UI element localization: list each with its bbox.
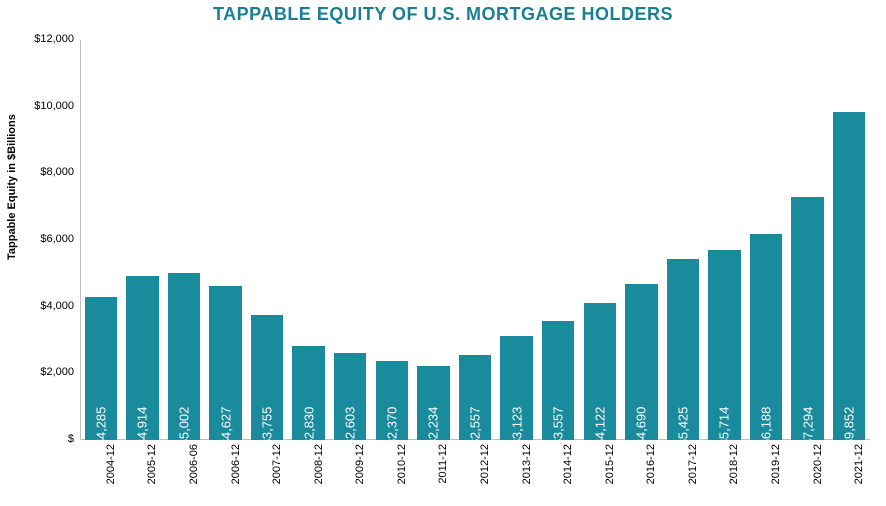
bar-value-label: $4,627 bbox=[218, 407, 233, 447]
x-tick-label: 2009-12 bbox=[354, 444, 366, 484]
x-tick-label: 2021-12 bbox=[853, 444, 865, 484]
y-tick-label: $4,000 bbox=[22, 300, 74, 312]
bar-value-label: $2,603 bbox=[343, 407, 358, 447]
bar: $4,122 bbox=[584, 303, 616, 440]
bar: $2,234 bbox=[417, 366, 449, 440]
y-axis-title: Tappable Equity in $Billions bbox=[6, 114, 18, 260]
x-axis-labels: 2004-12 2005-12 2006-06 2006-12 2007-12 2008-… bbox=[80, 444, 870, 504]
bar: $7,294 bbox=[791, 197, 823, 440]
bar: $3,123 bbox=[500, 336, 532, 440]
bar: $3,755 bbox=[251, 315, 283, 440]
bar: $5,425 bbox=[667, 259, 699, 440]
bar-value-label: $3,755 bbox=[260, 407, 275, 447]
bar: $3,557 bbox=[542, 321, 574, 440]
x-tick-label: 2017-12 bbox=[687, 444, 699, 484]
y-tick-label: $12,000 bbox=[22, 33, 74, 45]
x-tick-label: 2008-12 bbox=[313, 444, 325, 484]
bar-value-label: $2,557 bbox=[467, 407, 482, 447]
x-tick-label: 2014-12 bbox=[562, 444, 574, 484]
x-tick-label: 2005-12 bbox=[146, 444, 158, 484]
bar-value-label: $2,370 bbox=[384, 407, 399, 447]
bar-value-label: $2,830 bbox=[301, 407, 316, 447]
x-tick-label: 2007-12 bbox=[271, 444, 283, 484]
x-tick-label: 2006-12 bbox=[230, 444, 242, 484]
x-tick-label: 2015-12 bbox=[604, 444, 616, 484]
bar-value-label: $5,002 bbox=[176, 407, 191, 447]
bar: $2,830 bbox=[292, 346, 324, 440]
bar: $2,603 bbox=[334, 353, 366, 440]
bars-container: $4,285 $4,914 $5,002 $4,627 $3,755 $2,830 $2,6… bbox=[80, 40, 870, 440]
bar-value-label: $4,285 bbox=[93, 407, 108, 447]
x-tick-label: 2006-06 bbox=[188, 444, 200, 484]
bar-value-label: $7,294 bbox=[800, 407, 815, 447]
bar-value-label: $2,234 bbox=[426, 407, 441, 447]
y-tick-label: $6,000 bbox=[22, 233, 74, 245]
bar: $4,914 bbox=[126, 276, 158, 440]
bar-value-label: $4,914 bbox=[135, 407, 150, 447]
x-tick-label: 2004-12 bbox=[105, 444, 117, 484]
x-tick-label: 2012-12 bbox=[479, 444, 491, 484]
bar: $4,627 bbox=[209, 286, 241, 440]
bar: $5,002 bbox=[168, 273, 200, 440]
bar-value-label: $3,123 bbox=[509, 407, 524, 447]
bar: $2,557 bbox=[459, 355, 491, 440]
x-tick-label: 2019-12 bbox=[770, 444, 782, 484]
chart-title: TAPPABLE EQUITY OF U.S. MORTGAGE HOLDERS bbox=[0, 4, 886, 25]
y-tick-label: $8,000 bbox=[22, 166, 74, 178]
y-tick-label: $2,000 bbox=[22, 366, 74, 378]
y-tick-label: $10,000 bbox=[22, 100, 74, 112]
x-tick-label: 2010-12 bbox=[396, 444, 408, 484]
bar: $4,285 bbox=[85, 297, 117, 440]
bar-value-label: $4,122 bbox=[592, 407, 607, 447]
bar-value-label: $3,557 bbox=[551, 407, 566, 447]
x-tick-label: 2016-12 bbox=[645, 444, 657, 484]
x-tick-label: 2018-12 bbox=[728, 444, 740, 484]
x-tick-label: 2020-12 bbox=[812, 444, 824, 484]
bar: $6,188 bbox=[750, 234, 782, 440]
bar: $5,714 bbox=[708, 250, 740, 440]
bar: $9,852 bbox=[833, 112, 865, 440]
bar: $2,370 bbox=[376, 361, 408, 440]
bar-value-label: $6,188 bbox=[759, 407, 774, 447]
x-tick-label: 2011-12 bbox=[437, 444, 449, 484]
bar-value-label: $4,690 bbox=[634, 407, 649, 447]
bar-value-label: $9,852 bbox=[842, 407, 857, 447]
plot-area: $4,285 $4,914 $5,002 $4,627 $3,755 $2,830 $2,6… bbox=[80, 40, 870, 440]
bar-value-label: $5,714 bbox=[717, 407, 732, 447]
bar-value-label: $5,425 bbox=[675, 407, 690, 447]
bar: $4,690 bbox=[625, 284, 657, 440]
x-tick-label: 2013-12 bbox=[521, 444, 533, 484]
y-tick-label: $ bbox=[22, 433, 74, 445]
